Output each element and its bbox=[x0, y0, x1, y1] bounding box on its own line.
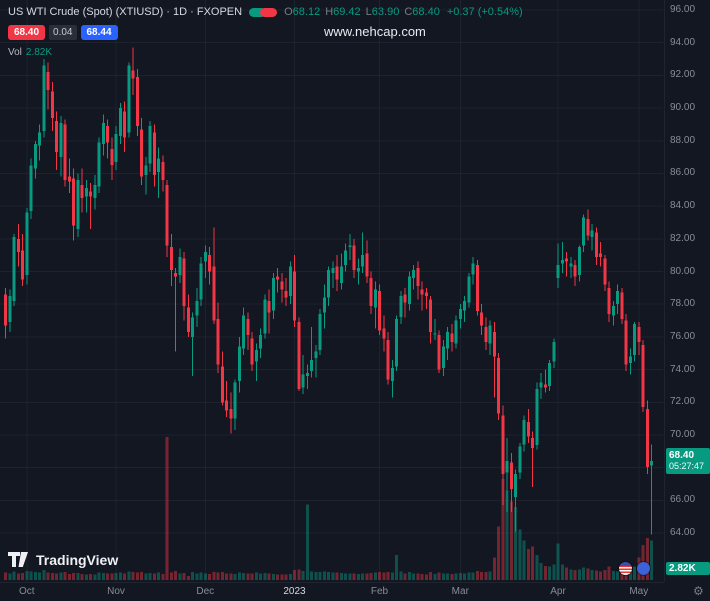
price-tick-label: 82.00 bbox=[670, 232, 696, 244]
calendar-flags bbox=[619, 562, 650, 575]
spread-value: 0.04 bbox=[49, 25, 77, 40]
price-tick-label: 84.00 bbox=[670, 200, 696, 212]
price-axis[interactable]: 68.40 05:27:47 2.82K 96.00 94.00 92.00 90.0… bbox=[664, 0, 710, 582]
toggle-pill-green-icon[interactable] bbox=[249, 7, 267, 17]
price-tick-label: 92.00 bbox=[670, 69, 696, 81]
watermark: www.nehcap.com bbox=[324, 24, 426, 39]
price-tick-label: 64.00 bbox=[670, 527, 696, 538]
sell-button[interactable]: 68.40 bbox=[8, 25, 46, 40]
us-flag-icon[interactable] bbox=[619, 562, 632, 575]
time-tick-label: 2023 bbox=[283, 586, 306, 597]
time-tick-label: Mar bbox=[451, 586, 469, 597]
ohlc-high-value: 69.42 bbox=[333, 6, 361, 18]
volume-axis-badge: 2.82K bbox=[666, 562, 710, 575]
price-tick-label: 78.00 bbox=[670, 298, 696, 310]
bid-ask-panel: 68.40 0.04 68.44 bbox=[8, 25, 118, 40]
toggle-pill-red-icon[interactable] bbox=[260, 7, 278, 17]
time-tick-label: Oct bbox=[19, 586, 35, 597]
tradingview-logo[interactable]: TradingView bbox=[8, 551, 118, 568]
ohlc-values: O68.12 H69.42 L63.90 C68.40 bbox=[284, 6, 440, 18]
ohlc-low-label: L bbox=[365, 6, 372, 18]
time-tick-label: Nov bbox=[107, 586, 125, 597]
time-axis[interactable]: Oct Nov Dec 2023 Feb Mar Apr May bbox=[0, 582, 664, 601]
price-tick-label: 88.00 bbox=[670, 134, 696, 146]
price-tick-label: 72.00 bbox=[670, 396, 696, 408]
ohlc-high-label: H bbox=[325, 6, 334, 18]
price-tick-label: 96.00 bbox=[670, 4, 696, 15]
volume-legend: Vol 2.82K bbox=[8, 47, 52, 58]
time-tick-label: Dec bbox=[196, 586, 215, 597]
price-tick-label: 90.00 bbox=[670, 102, 696, 114]
legend-pills bbox=[249, 7, 278, 17]
ohlc-open-label: O bbox=[284, 6, 293, 18]
last-price-value: 68.40 bbox=[669, 450, 695, 462]
time-tick-label: May bbox=[629, 586, 649, 597]
time-tick-label: Feb bbox=[370, 586, 389, 597]
price-tick-label: 94.00 bbox=[670, 36, 696, 48]
volume-label: Vol bbox=[8, 47, 22, 58]
ohlc-close-value: 68.40 bbox=[412, 6, 440, 18]
eu-flag-icon[interactable] bbox=[637, 562, 650, 575]
buy-button[interactable]: 68.44 bbox=[80, 25, 118, 40]
candlestick-plot[interactable] bbox=[0, 0, 664, 582]
price-tick-label: 86.00 bbox=[670, 167, 696, 179]
price-change: +0.37 (+0.54%) bbox=[446, 6, 523, 18]
price-tick-label: 66.00 bbox=[670, 494, 696, 506]
bar-countdown: 05:27:47 bbox=[669, 461, 705, 472]
price-tick-label: 80.00 bbox=[670, 265, 696, 277]
volume-value: 2.82K bbox=[25, 47, 53, 58]
last-price-badge: 68.40 05:27:47 bbox=[666, 448, 710, 475]
legend: US WTI Crude (Spot) (XTIUSD) · 1D · FXOP… bbox=[8, 6, 523, 18]
ohlc-low-value: 63.90 bbox=[371, 6, 400, 18]
price-tick-label: 70.00 bbox=[670, 428, 696, 440]
price-tick-label: 76.00 bbox=[670, 330, 696, 342]
price-tick-label: 74.00 bbox=[670, 363, 696, 375]
gear-icon[interactable]: ⚙ bbox=[693, 584, 704, 598]
tradingview-logo-text: TradingView bbox=[36, 551, 119, 568]
ohlc-close-label: C bbox=[404, 6, 413, 18]
ohlc-open-value: 68.12 bbox=[292, 6, 321, 18]
symbol-title[interactable]: US WTI Crude (Spot) (XTIUSD) · 1D · FXOP… bbox=[8, 6, 243, 18]
time-tick-label: Apr bbox=[550, 586, 566, 597]
tradingview-logo-icon bbox=[8, 552, 28, 567]
